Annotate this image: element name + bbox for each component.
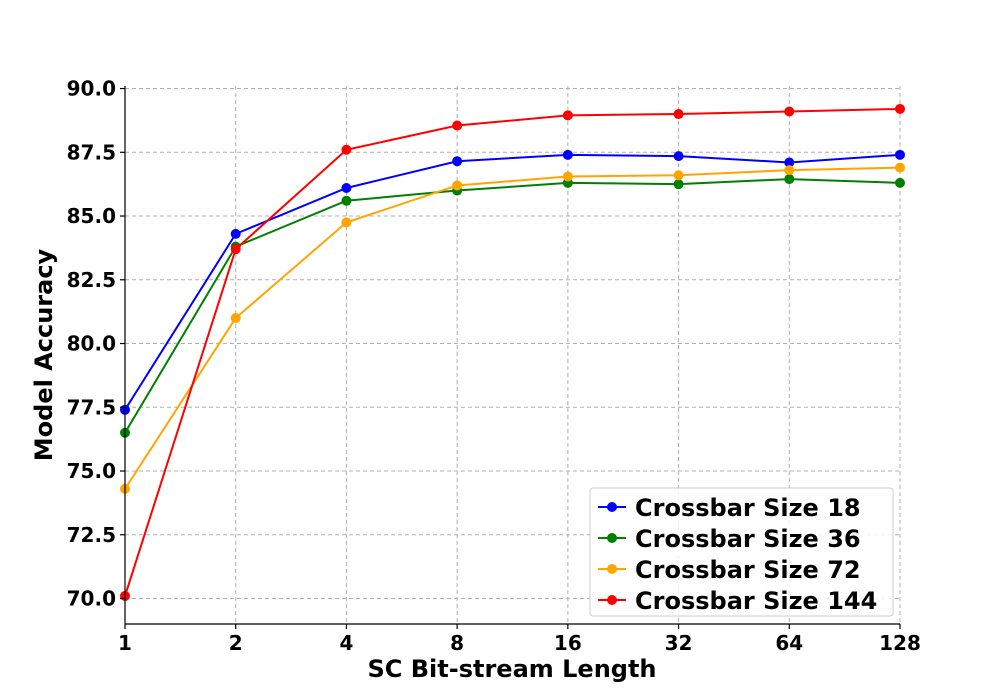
data-point [895,103,905,114]
data-point [784,174,795,185]
data-point [341,182,352,193]
y-axis-title: Model Accuracy [30,248,58,461]
legend-label: Crossbar Size 144 [635,587,877,615]
series-line [124,166,901,490]
y-tick-label: 72.5 [67,523,116,547]
legend-box [589,487,894,617]
legend-entry: Crossbar Size 144 [598,587,877,615]
y-tick-label: 85.0 [67,204,116,228]
data-point [562,149,573,160]
data-point [562,171,573,182]
legend-label: Crossbar Size 72 [635,556,861,584]
series-line [124,153,901,411]
data-point [341,195,352,206]
series-line [124,107,901,597]
data-point [784,157,795,168]
data-point [673,179,684,190]
y-tick-label: 75.0 [67,459,116,483]
axes [120,86,901,629]
x-tick-label: 32 [665,631,693,655]
x-tick-label: 2 [229,631,243,655]
x-tick-label: 16 [554,631,582,655]
data-point [230,313,241,324]
y-tick-label: 70.0 [67,587,116,611]
data-point [784,165,795,176]
series-4 [120,103,905,601]
series-3 [120,162,905,494]
x-tick-label: 4 [339,631,353,655]
y-tick-label: 87.5 [67,140,116,164]
legend-label: Crossbar Size 36 [635,525,861,553]
data-point [452,156,463,167]
legend-entry: Crossbar Size 18 [598,494,861,522]
y-tick-label: 90.0 [67,77,116,101]
data-point [230,228,241,239]
data-point [341,144,352,155]
x-tick-label: 1 [118,631,132,655]
data-point [895,149,905,160]
series-line [124,178,901,434]
tick-labels: 1 2 4 8 16 32 64 128 70.0 72.5 75.0 77.5 80.0 82.5 85.… [67,77,921,655]
data-point [230,244,241,255]
legend-marker [607,595,617,605]
legend-marker [607,533,617,543]
y-tick-label: 80.0 [67,332,116,356]
legend-entry: Crossbar Size 72 [598,556,861,584]
data-point [452,180,463,191]
data-point [673,109,684,120]
series-lines [120,103,905,601]
y-tick-label: 82.5 [67,268,116,292]
legend-entry: Crossbar Size 36 [598,525,861,553]
x-axis-title: SC Bit-stream Length [367,655,656,683]
data-point [895,162,905,173]
data-point [895,177,905,188]
legend-label: Crossbar Size 18 [635,494,861,522]
x-tick-label: 64 [775,631,803,655]
x-tick-label: 8 [450,631,464,655]
legend-marker [607,502,617,512]
data-point [673,151,684,162]
data-point [784,106,795,117]
x-tick-label: 128 [879,631,921,655]
series-2 [120,174,905,438]
legend-marker [607,564,617,574]
legend: Crossbar Size 18 Crossbar Size 36 Crossbar… [589,487,894,617]
data-point [673,170,684,181]
data-point [452,120,463,131]
series-1 [120,149,905,415]
data-point [341,217,352,228]
y-tick-label: 77.5 [67,395,116,419]
data-point [562,110,573,121]
